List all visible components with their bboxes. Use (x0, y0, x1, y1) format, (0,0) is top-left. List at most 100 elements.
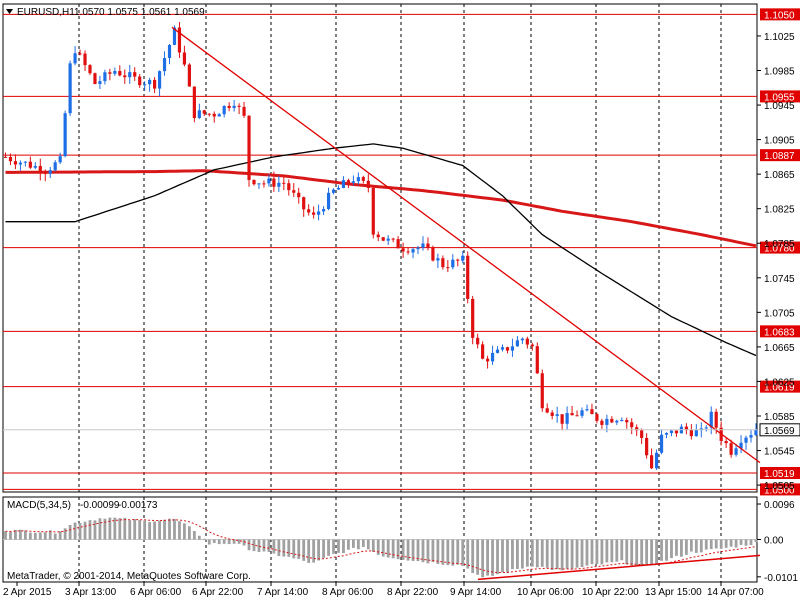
macd-bar[interactable] (595, 539, 599, 565)
candle[interactable] (292, 190, 296, 193)
macd-bar[interactable] (88, 520, 92, 540)
macd-bar[interactable] (476, 539, 480, 575)
macd-bar[interactable] (183, 523, 186, 540)
candle[interactable] (421, 243, 425, 248)
macd-bar[interactable] (103, 518, 107, 540)
macd-bar[interactable] (530, 539, 534, 567)
macd-bar[interactable] (282, 539, 286, 557)
macd-bar[interactable] (684, 539, 688, 555)
macd-bar[interactable] (356, 539, 360, 550)
candle[interactable] (217, 114, 221, 117)
candle[interactable] (560, 414, 564, 424)
macd-bar[interactable] (257, 539, 261, 553)
macd-bar[interactable] (297, 539, 301, 559)
candle[interactable] (98, 81, 102, 84)
macd-bar[interactable] (322, 539, 325, 558)
candle[interactable] (625, 420, 629, 423)
candle[interactable] (232, 105, 236, 109)
macd-bar[interactable] (645, 539, 649, 565)
macd-bar[interactable] (749, 539, 753, 546)
candle[interactable] (43, 172, 47, 174)
candle[interactable] (555, 414, 559, 416)
macd-bar[interactable] (133, 518, 137, 540)
candle[interactable] (63, 113, 67, 157)
candle[interactable] (650, 455, 654, 469)
candle[interactable] (242, 106, 246, 116)
candle[interactable] (237, 105, 241, 107)
candle[interactable] (38, 165, 42, 173)
macd-bar[interactable] (635, 539, 639, 566)
macd-bar[interactable] (431, 539, 435, 563)
candle[interactable] (212, 113, 216, 117)
macd-bar[interactable] (361, 539, 365, 547)
candle[interactable] (317, 211, 321, 215)
candle[interactable] (635, 427, 639, 431)
candle[interactable] (88, 65, 92, 74)
macd-bar[interactable] (247, 539, 251, 551)
candle[interactable] (744, 437, 748, 443)
candle[interactable] (471, 298, 475, 338)
macd-bar[interactable] (217, 539, 221, 545)
macd-bar[interactable] (525, 539, 529, 567)
candle[interactable] (157, 71, 162, 89)
macd-bar[interactable] (53, 533, 57, 540)
candle[interactable] (570, 413, 574, 416)
macd-bar[interactable] (352, 539, 355, 548)
slow-ma-line[interactable] (5, 169, 757, 248)
macd-bar[interactable] (222, 539, 226, 544)
candle[interactable] (33, 165, 37, 168)
candle[interactable] (535, 346, 539, 374)
candle[interactable] (694, 430, 698, 437)
candle[interactable] (93, 73, 97, 84)
candle[interactable] (620, 420, 624, 422)
macd-bar[interactable] (585, 539, 589, 566)
macd-bar[interactable] (605, 539, 609, 563)
macd-bar[interactable] (555, 539, 559, 570)
candle[interactable] (664, 433, 669, 435)
macd-bar[interactable] (187, 526, 191, 540)
candle[interactable] (172, 27, 177, 45)
candle[interactable] (520, 338, 524, 341)
macd-bar[interactable] (381, 539, 385, 557)
candle[interactable] (605, 418, 609, 425)
macd-bar[interactable] (540, 539, 544, 567)
candle[interactable] (669, 430, 674, 434)
candle[interactable] (351, 181, 355, 183)
price-candles[interactable] (3, 22, 758, 470)
macd-bar[interactable] (43, 532, 47, 540)
candle[interactable] (485, 358, 490, 362)
macd-bar[interactable] (535, 539, 539, 568)
candle[interactable] (262, 183, 266, 185)
macd-bar[interactable] (267, 539, 271, 552)
macd-bar[interactable] (153, 521, 156, 540)
candle[interactable] (356, 177, 360, 182)
candle[interactable] (406, 251, 410, 253)
macd-bar[interactable] (366, 539, 370, 550)
candle[interactable] (177, 27, 182, 53)
candle[interactable] (108, 72, 112, 74)
candle[interactable] (461, 255, 465, 261)
macd-bar[interactable] (237, 539, 241, 544)
candle[interactable] (58, 156, 62, 163)
macd-bar[interactable] (565, 539, 569, 569)
candle[interactable] (341, 180, 346, 188)
candle[interactable] (8, 156, 13, 162)
downtrend-line[interactable] (171, 26, 761, 464)
price-pane[interactable]: 1.1050 1.0955 1.0887 1.0780 1.0683 1.0619 1.05… (2, 3, 800, 496)
candle[interactable] (78, 53, 82, 55)
candle[interactable] (739, 442, 743, 449)
macd-bar[interactable] (342, 539, 345, 554)
macd-bar[interactable] (396, 539, 400, 560)
candle[interactable] (83, 53, 87, 66)
candle[interactable] (645, 437, 649, 456)
macd-bar[interactable] (272, 539, 276, 554)
macd-bar[interactable] (441, 539, 445, 565)
candle[interactable] (252, 179, 256, 185)
candle[interactable] (53, 162, 57, 171)
macd-bar[interactable] (665, 539, 668, 561)
candle[interactable] (282, 182, 286, 184)
candle[interactable] (3, 156, 8, 158)
candle[interactable] (540, 373, 544, 409)
macd-bar[interactable] (471, 539, 475, 574)
macd-bar[interactable] (650, 539, 653, 566)
